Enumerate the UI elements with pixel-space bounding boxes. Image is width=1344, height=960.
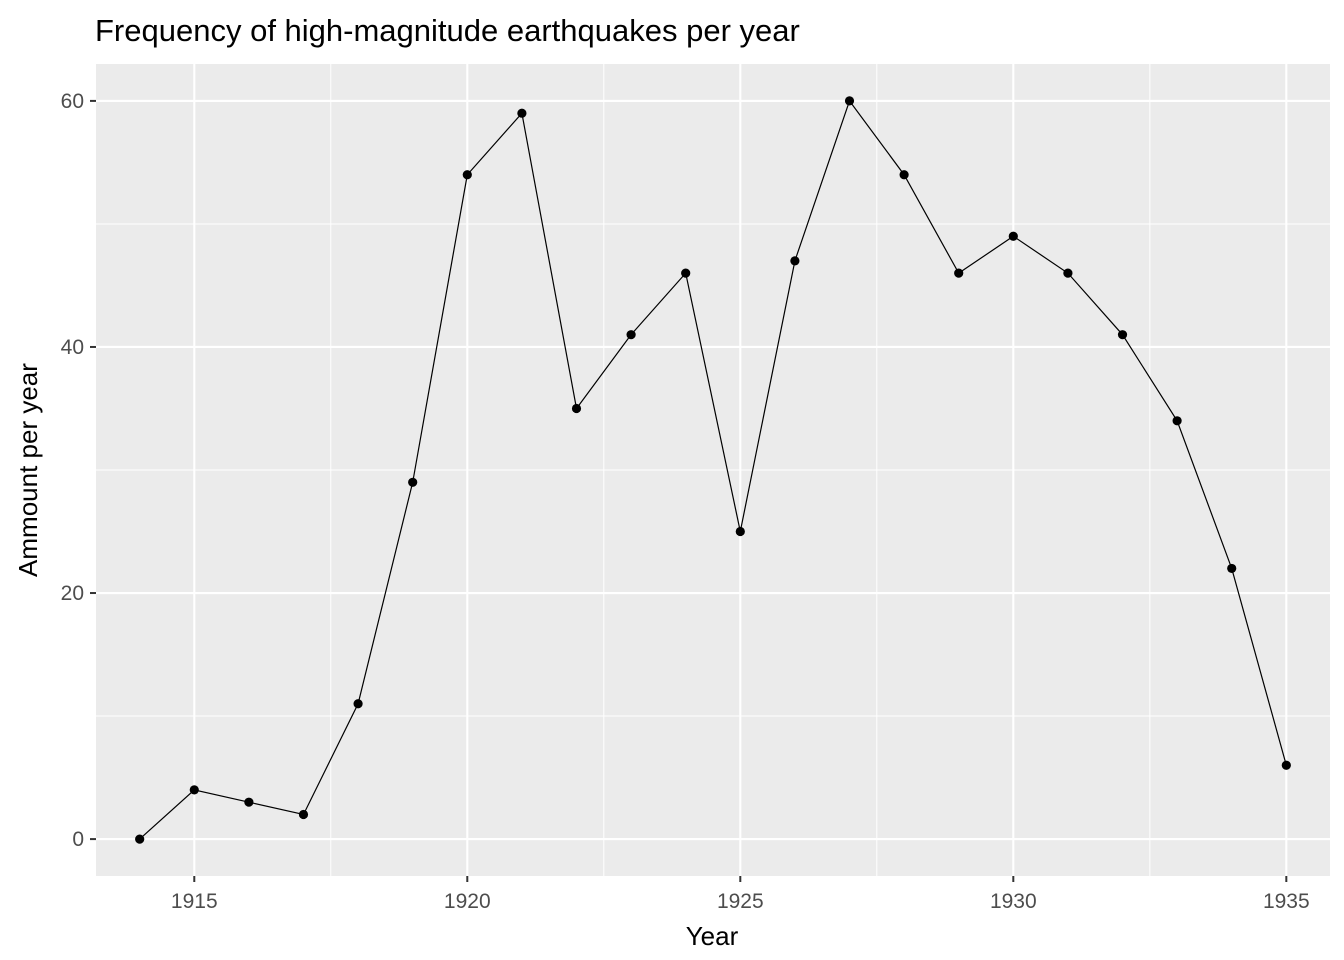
chart-title: Frequency of high-magnitude earthquakes … (95, 13, 800, 48)
minor-gridlines (96, 64, 1330, 876)
data-point (353, 699, 363, 709)
y-axis-title: Ammount per year (13, 363, 43, 577)
data-point (408, 477, 418, 487)
data-point (1117, 330, 1128, 340)
y-tick-label: 20 (61, 582, 84, 605)
data-point (899, 170, 909, 180)
data-point (517, 108, 527, 118)
data-point (626, 330, 636, 340)
data-point (790, 256, 800, 266)
x-tick-label: 1915 (171, 890, 218, 913)
x-tick-label: 1930 (990, 890, 1037, 913)
data-point (571, 403, 582, 414)
data-point (1008, 231, 1018, 241)
data-point (462, 170, 472, 180)
y-tick-label: 40 (61, 336, 84, 359)
x-axis-title: Year (686, 921, 739, 951)
y-tick-label: 0 (72, 828, 84, 851)
y-tick-label: 60 (61, 90, 84, 113)
data-point (1172, 416, 1182, 426)
x-axis: 1915 1920 1925 1930 1935 (171, 876, 1310, 913)
major-gridlines (96, 64, 1330, 876)
data-point (1063, 268, 1073, 278)
series-line (139, 99, 1287, 840)
x-tick-label: 1925 (717, 890, 764, 913)
data-point (1227, 563, 1237, 574)
data-point (1281, 760, 1291, 770)
data-point (681, 268, 691, 278)
data-point (244, 797, 254, 807)
y-axis: 0 20 40 60 (61, 90, 96, 851)
data-point (189, 785, 199, 795)
data-point (298, 809, 309, 820)
x-tick-label: 1920 (444, 890, 491, 913)
data-point (844, 96, 855, 106)
data-point (735, 526, 745, 537)
x-tick-label: 1935 (1263, 890, 1310, 913)
data-point (135, 834, 145, 844)
series-layer (135, 96, 1291, 844)
data-point (954, 268, 964, 278)
